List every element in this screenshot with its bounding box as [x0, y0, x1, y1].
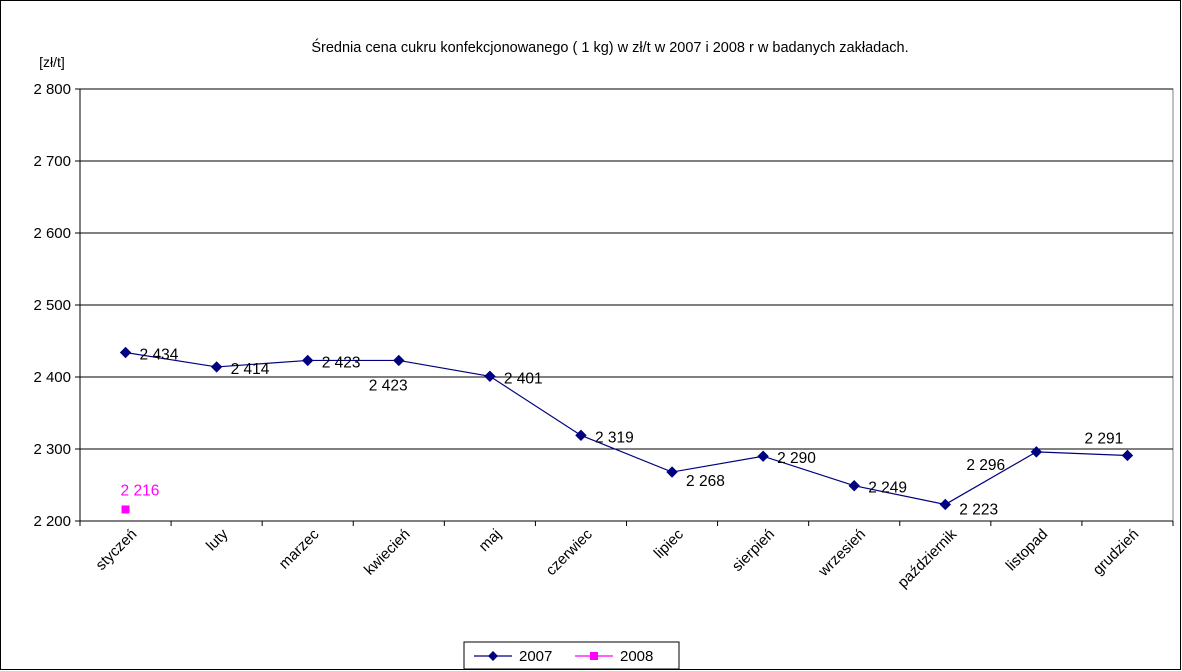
x-tick-label: grudzień [1090, 526, 1143, 579]
x-tick-label: luty [203, 525, 232, 554]
legend-label-2008: 2008 [620, 648, 653, 665]
data-label-2008: 2 216 [121, 482, 160, 499]
data-point-2007 [1121, 449, 1134, 462]
data-point-2007 [1030, 446, 1043, 458]
x-tick-label: kwiecień [361, 526, 414, 579]
chart-title: Średnia cena cukru konfekcjonowanego ( 1… [311, 38, 908, 56]
data-point-2007 [119, 346, 132, 359]
data-label-2007: 2 319 [595, 429, 634, 446]
x-tick-label: styczeń [92, 526, 140, 574]
y-tick-label: 2 700 [33, 153, 71, 170]
data-point-2007 [666, 466, 678, 478]
x-tick-label: wrzesień [814, 526, 869, 581]
data-label-2007: 2 296 [966, 457, 1005, 474]
x-tick-labels: styczeń luty marzec kwiecień maj czerwiec lipi… [92, 525, 1142, 591]
gridlines [80, 88, 1173, 450]
y-tick-label: 2 400 [33, 369, 71, 386]
y-tick-label: 2 600 [33, 225, 71, 242]
y-tick-label: 2 200 [33, 513, 71, 530]
y-tick-label: 2 500 [33, 297, 71, 314]
data-point-2007 [939, 498, 951, 511]
legend-marker-2008 [590, 652, 598, 660]
data-labels: 2 434 2 414 2 423 2 423 2 401 2 319 2 268 2 290… [121, 347, 1124, 519]
x-tick-label: październik [894, 525, 960, 591]
x-tick-label: maj [476, 526, 505, 555]
data-label-2007: 2 423 [369, 377, 408, 394]
data-point-2007 [210, 361, 223, 373]
data-point-2007 [393, 354, 405, 367]
y-tick-labels: 2 200 2 300 2 400 2 500 2 600 2 700 2 800 [33, 81, 71, 530]
data-point-2007 [302, 354, 314, 367]
x-tick-label: sierpień [729, 526, 778, 575]
legend-marker-2007 [488, 651, 498, 661]
data-label-2007: 2 434 [140, 347, 179, 364]
data-label-2007: 2 290 [777, 450, 816, 467]
data-label-2007: 2 414 [231, 361, 270, 378]
y-tick-label: 2 800 [33, 81, 71, 98]
data-label-2007: 2 423 [322, 354, 361, 371]
data-point-2007 [757, 450, 769, 462]
data-point-2007 [575, 429, 587, 442]
data-point-2008 [121, 505, 130, 514]
data-point-2007 [848, 480, 860, 492]
x-tick-label: listopad [1003, 526, 1052, 575]
axes [75, 88, 1174, 526]
x-tick-label: czerwiec [542, 525, 596, 579]
y-axis-label: [zł/t] [39, 54, 65, 70]
y-tick-label: 2 300 [33, 441, 71, 458]
x-tick-label: marzec [276, 525, 323, 572]
data-point-2007 [484, 370, 496, 382]
legend: 2007 2008 [463, 641, 680, 670]
x-tick-label: lipiec [651, 525, 688, 562]
series-layer [119, 346, 1134, 514]
legend-label-2007: 2007 [519, 648, 552, 665]
data-label-2007: 2 291 [1084, 430, 1123, 447]
series-line-2007 [125, 351, 1128, 506]
data-label-2007: 2 249 [868, 480, 907, 497]
data-label-2007: 2 268 [686, 473, 725, 490]
data-label-2007: 2 223 [959, 501, 998, 518]
data-label-2007: 2 401 [504, 370, 543, 387]
